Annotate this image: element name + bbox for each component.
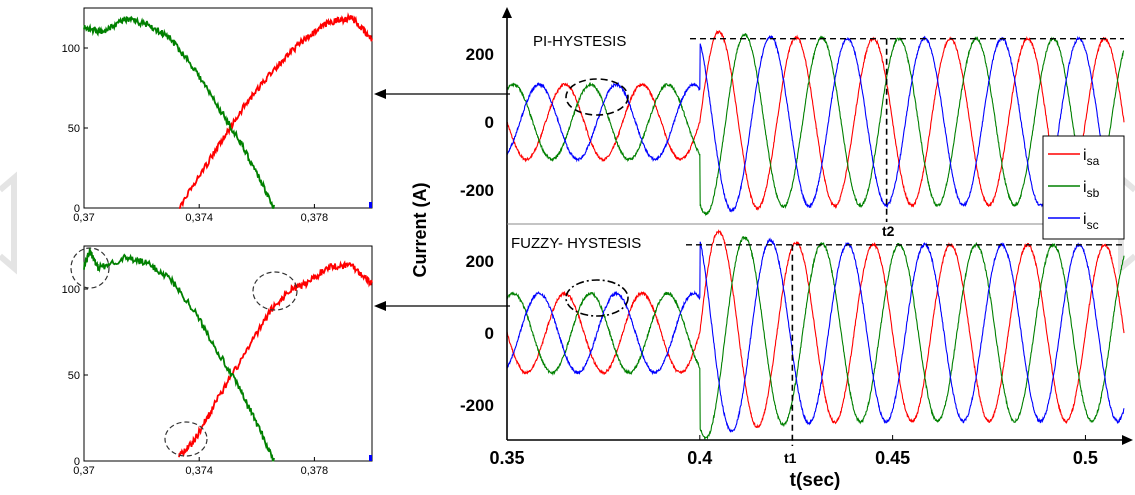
zoom-lower-series [83, 248, 373, 462]
main-upper-series-isc [506, 35, 1125, 213]
zoom-lower-series-isb [83, 248, 275, 462]
zoom-upper-ytick-label: 0 [74, 203, 80, 215]
lower-ytick-label: 0 [485, 324, 494, 343]
main-series [506, 29, 1125, 441]
zoom-upper-series-isa [179, 12, 373, 209]
zoom-upper-series [83, 12, 373, 209]
lower-region-circle [565, 279, 629, 317]
main-ticks: -200 0 200 -200 0 200 0.35 0.4 0.45 0.5 [460, 45, 1098, 468]
main-xtick-label: 0.35 [489, 448, 524, 468]
main-y-label: Current (A) [410, 183, 430, 278]
upper-ytick-label: 0 [485, 113, 494, 132]
upper-ytick-label: 200 [466, 45, 494, 64]
main-xtick-label: 0.5 [1073, 448, 1098, 468]
zoom-upper-series-isc-tip [369, 202, 372, 208]
main-lower-series-isc [506, 237, 1125, 433]
legend-label-isc: isc [1083, 211, 1099, 232]
lower-ytick-label: 200 [466, 252, 494, 271]
main-upper-series-isb [506, 33, 1125, 217]
zoom-lower-ytick-label: 100 [62, 284, 80, 296]
connector-arrowhead-lower [374, 301, 386, 311]
lower-subplot-title: FUZZY- HYSTESIS [511, 235, 641, 252]
zoom-upper-xtick-label: 0,374 [185, 212, 213, 224]
marker-t2-label: t2 [882, 223, 895, 239]
legend-box [1042, 135, 1125, 240]
lower-ytick-label: -200 [460, 396, 494, 415]
zoom-lower-circle-2 [252, 271, 298, 311]
upper-subplot-title: PI-HYSTESIS [533, 33, 626, 50]
zoom-lower-xtick-label: 0,37 [73, 465, 94, 477]
zoom-upper-ytick-label: 50 [68, 123, 80, 135]
zoom-upper-ytick-label: 100 [62, 43, 80, 55]
watermark-left-bracket [0, 171, 17, 275]
zoom-upper-xtick-label: 0,37 [73, 212, 94, 224]
zoom-lower-ytick-label: 50 [68, 370, 80, 382]
zoom-lower-circle-3 [164, 421, 208, 457]
zoom-lower-circle-1 [70, 247, 110, 289]
zoom-lower-xtick-label: 0,378 [301, 465, 329, 477]
zoom-lower-frame [83, 245, 373, 462]
main-xtick-label: 0.45 [875, 448, 910, 468]
zoom-upper-series-isb [83, 15, 275, 209]
connector-arrows [374, 89, 510, 311]
main-panel: -200 0 200 -200 0 200 0.35 0.4 0.45 0.5 PI-HYSTES… [410, 7, 1133, 491]
main-upper-series-isa [506, 29, 1125, 211]
connector-arrowhead-upper [374, 89, 386, 99]
zoom-lower-ytick-label: 0 [74, 456, 80, 468]
main-x-label: t(sec) [790, 470, 841, 491]
zoom-upper-xtick-label: 0,378 [301, 212, 329, 224]
main-xtick-label: 0.4 [687, 448, 712, 468]
main-lower-series-isb [506, 236, 1125, 441]
main-y-axis-arrow [502, 7, 512, 18]
zoom-lower-ticks: 0 50 100 0,37 0,374 0,378 [62, 284, 329, 477]
legend: isa isb isc [1042, 135, 1125, 240]
zoom-upper-frame [83, 7, 373, 209]
zoom-lower-xtick-label: 0,374 [185, 465, 213, 477]
zoom-lower-series-isa [178, 260, 373, 458]
legend-label-isb: isb [1083, 179, 1100, 200]
zoom-lower-series-isc-tip [369, 455, 372, 461]
upper-region-circle [565, 78, 629, 116]
main-lower-series-isa [506, 229, 1125, 429]
marker-t1-label: t1 [784, 450, 797, 466]
main-decorations [565, 38, 1124, 446]
zoom-upper-ticks: 0 50 100 0,37 0,374 0,378 [62, 43, 329, 224]
upper-ytick-label: -200 [460, 181, 494, 200]
main-x-axis-arrow [1122, 435, 1133, 445]
zoom-upper-panel: 0 50 100 0,37 0,374 0,378 [62, 7, 373, 224]
zoom-lower-panel: 0 50 100 0,37 0,374 0,378 [62, 245, 373, 477]
legend-label-isa: isa [1083, 147, 1100, 168]
